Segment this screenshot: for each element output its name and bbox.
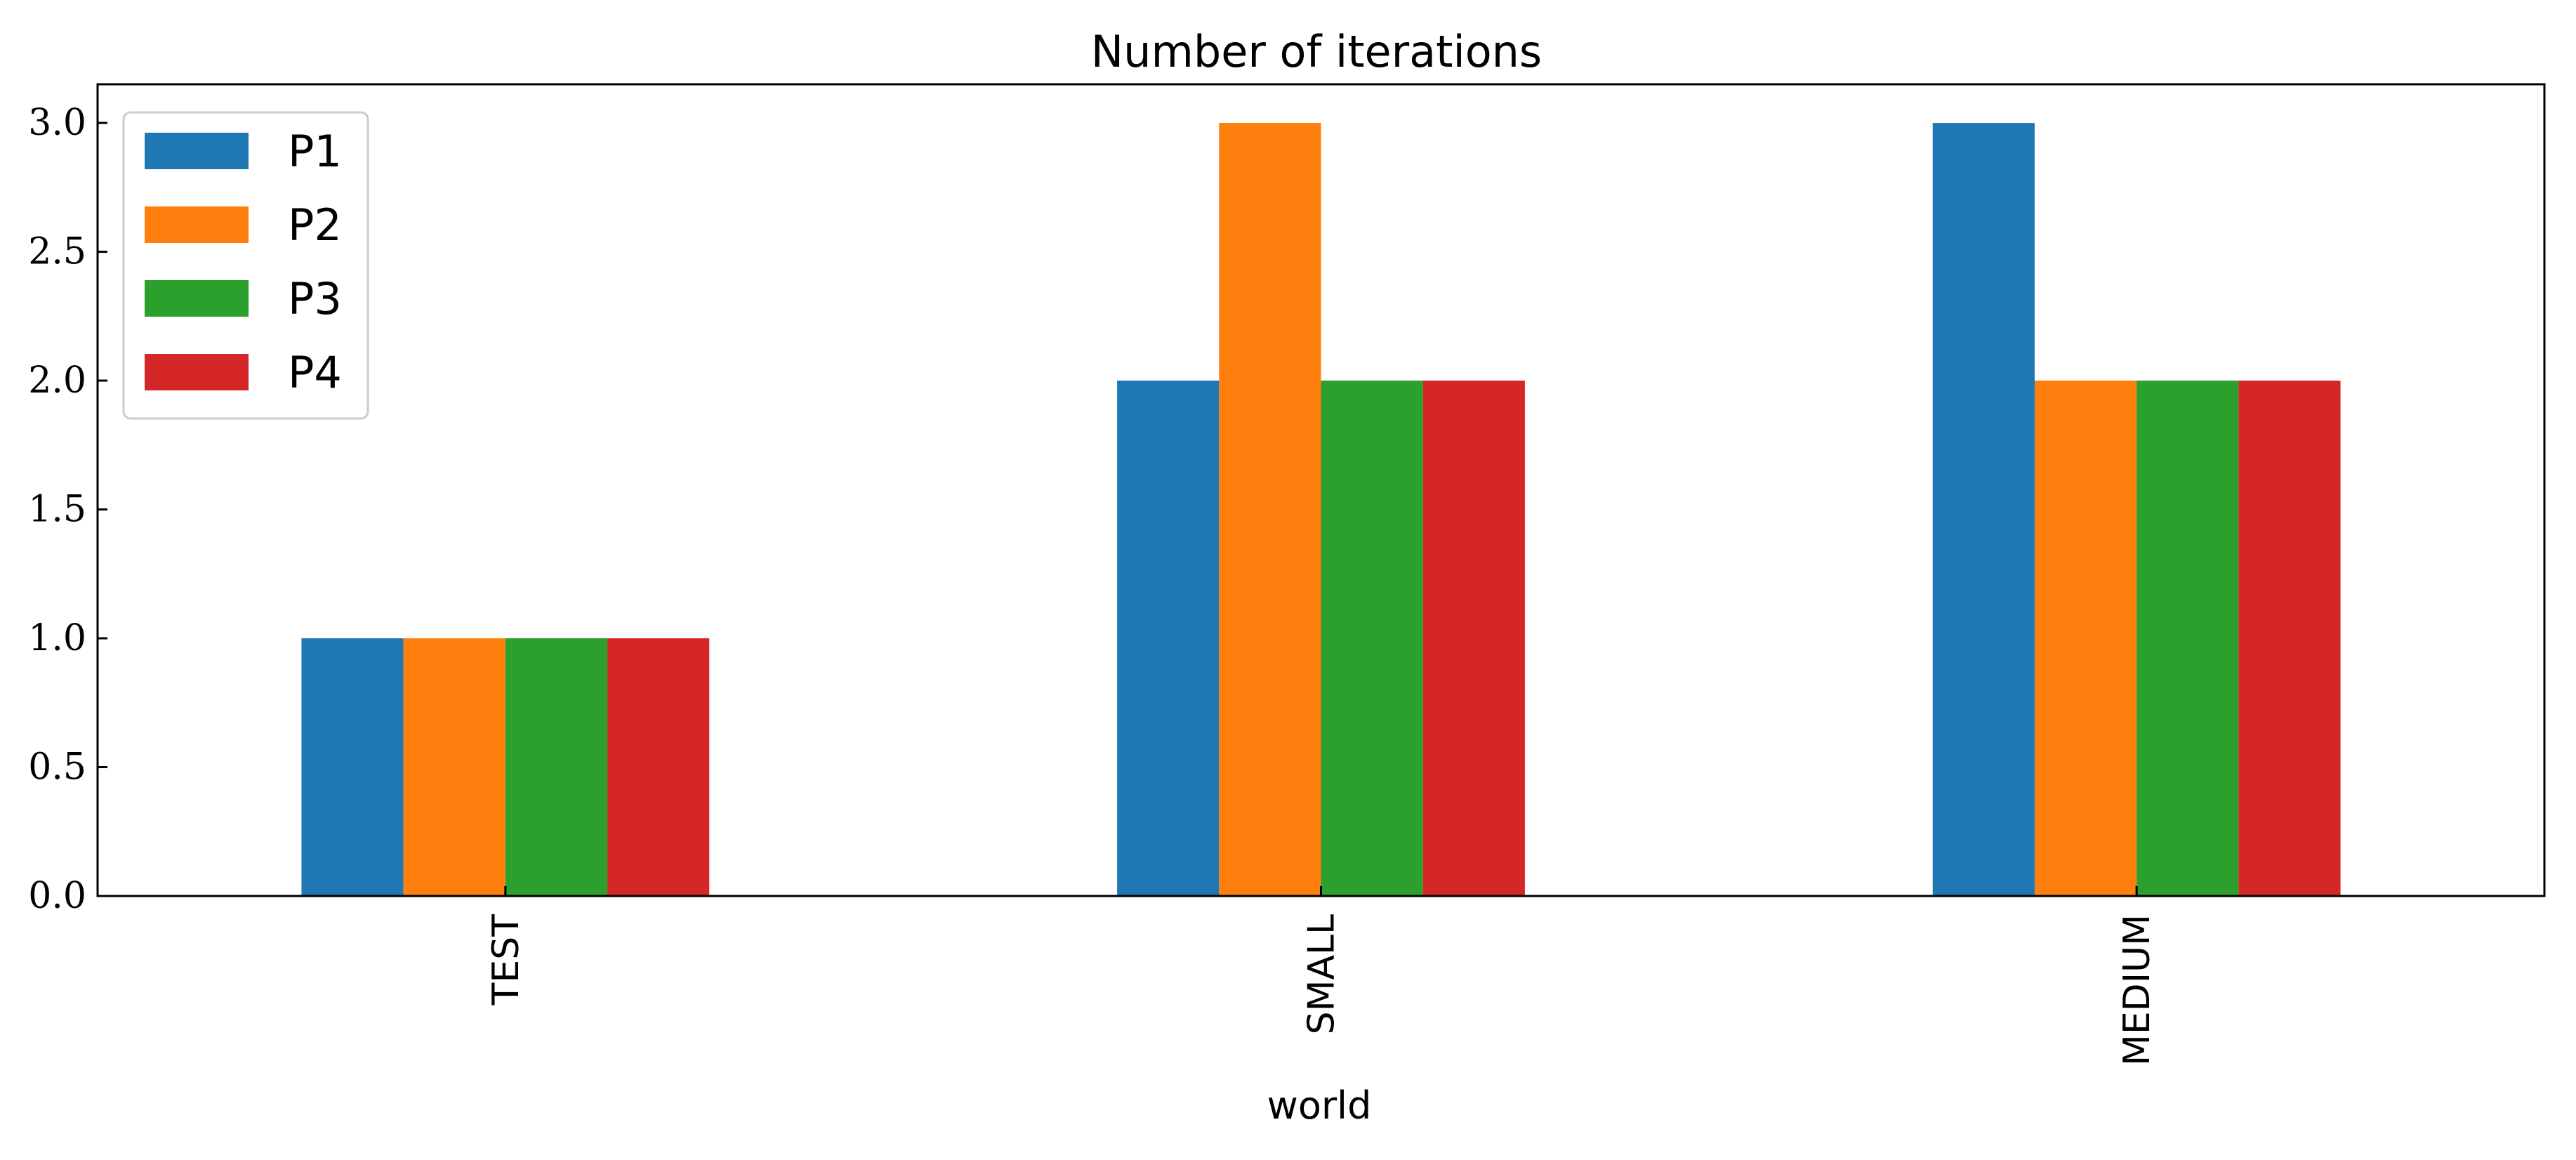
bar-p2-test (403, 638, 506, 896)
legend: P1 P2 P3 P4 (122, 111, 369, 420)
chart-title: Number of iterations (1091, 26, 1542, 77)
bar-p1-test (301, 638, 404, 896)
x-tick-label-small: SMALL (1301, 914, 1343, 1034)
bar-p1-medium (1932, 123, 2035, 896)
legend-swatch-p1 (145, 133, 249, 169)
y-tick-label: 0.0 (28, 875, 86, 917)
bar-p4-medium (2238, 381, 2341, 896)
legend-label-p2: P2 (288, 199, 342, 251)
bar-p1-small (1117, 381, 1220, 896)
y-tick-label: 3.0 (28, 102, 86, 144)
bar-p3-test (505, 638, 608, 896)
y-tick-label: 0.5 (28, 746, 86, 789)
x-tick-label-test: TEST (485, 914, 527, 1006)
legend-label-p1: P1 (288, 126, 342, 177)
y-tick-label: 1.0 (28, 617, 86, 659)
bar-p3-medium (2136, 381, 2239, 896)
y-axis: 0.0 0.5 1.0 1.5 2.0 2.5 3.0 (28, 102, 107, 917)
x-axis: TEST SMALL MEDIUM (485, 886, 2158, 1066)
legend-swatch-p3 (145, 280, 249, 317)
bars-layer (301, 123, 2341, 896)
legend-swatch-p4 (145, 354, 249, 390)
y-tick-label: 2.5 (28, 231, 86, 273)
x-axis-label: world (1267, 1083, 1372, 1128)
legend-label-p3: P3 (288, 273, 342, 324)
legend-box (122, 111, 369, 420)
bar-p4-small (1422, 381, 1525, 896)
y-tick-label: 2.0 (28, 360, 86, 402)
bar-p2-small (1219, 123, 1321, 896)
bar-p2-medium (2034, 381, 2137, 896)
x-tick-label-medium: MEDIUM (2116, 914, 2158, 1066)
y-tick-label: 1.5 (28, 489, 86, 531)
legend-swatch-p2 (145, 206, 249, 243)
bar-p4-test (607, 638, 710, 896)
legend-label-p4: P4 (288, 347, 342, 398)
bar-p3-small (1321, 381, 1423, 896)
